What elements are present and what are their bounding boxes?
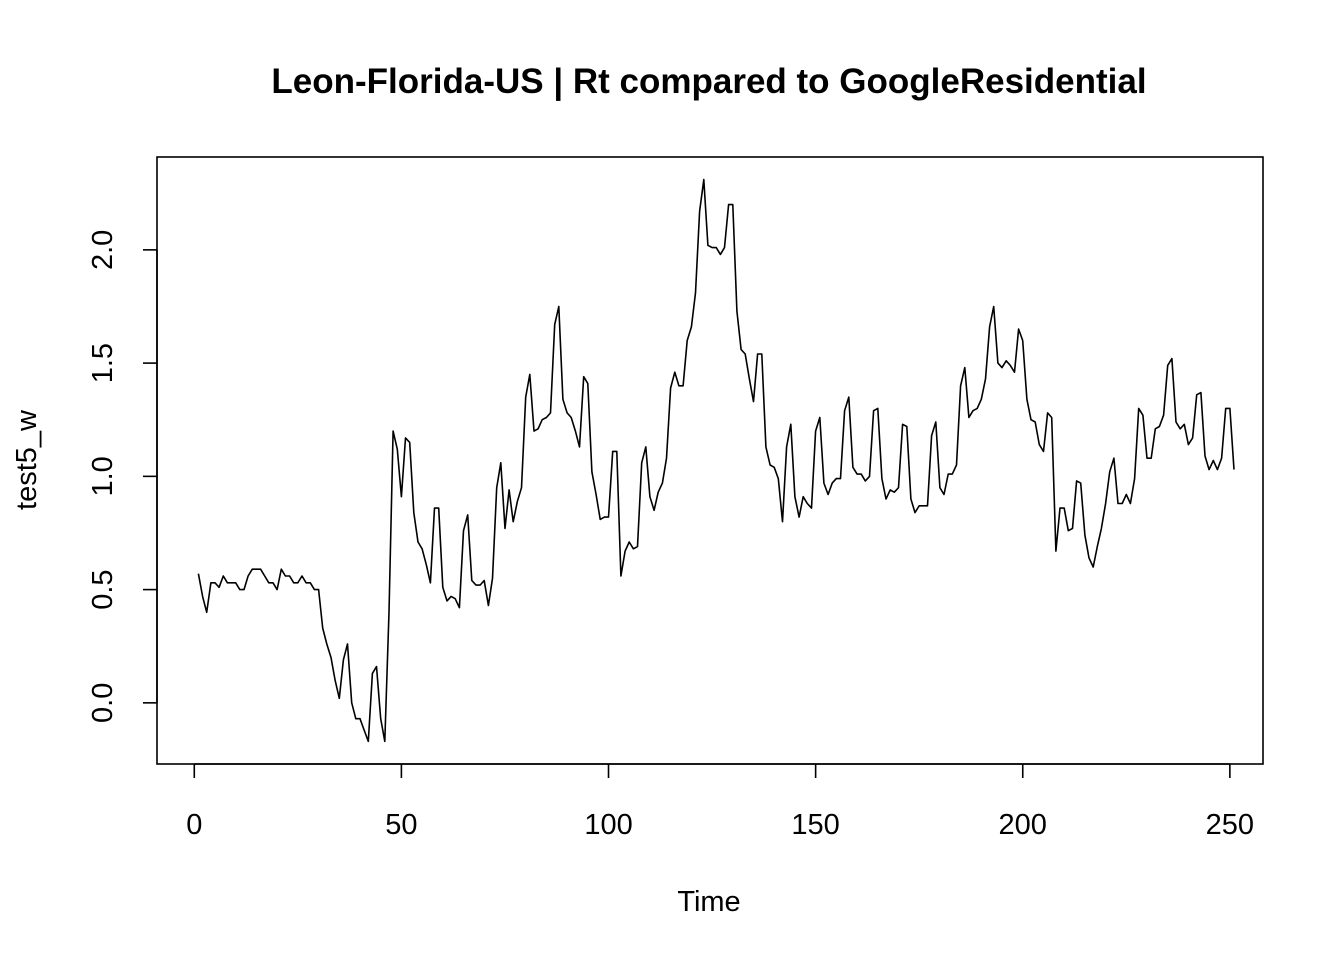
x-tick-label: 250 <box>1206 809 1254 841</box>
y-tick-label: 0.5 <box>87 569 119 609</box>
y-tick-label: 2.0 <box>87 230 119 270</box>
y-tick-label: 0.0 <box>87 683 119 723</box>
y-axis-label: test5_w <box>11 409 43 510</box>
y-tick-label: 1.0 <box>87 456 119 496</box>
x-axis-label: Time <box>677 886 740 918</box>
x-axis: 0 50 100 150 200 250 <box>186 764 1254 841</box>
y-tick-label: 1.5 <box>87 343 119 383</box>
x-tick-label: 150 <box>791 809 839 841</box>
x-tick-label: 100 <box>584 809 632 841</box>
x-tick-label: 200 <box>999 809 1047 841</box>
chart-title: Leon-Florida-US | Rt compared to GoogleR… <box>271 62 1146 101</box>
series-line <box>198 180 1234 742</box>
y-axis: 0.0 0.5 1.0 1.5 2.0 <box>87 230 157 723</box>
x-tick-label: 50 <box>385 809 417 841</box>
plot-frame <box>157 157 1263 764</box>
x-tick-label: 0 <box>186 809 202 841</box>
